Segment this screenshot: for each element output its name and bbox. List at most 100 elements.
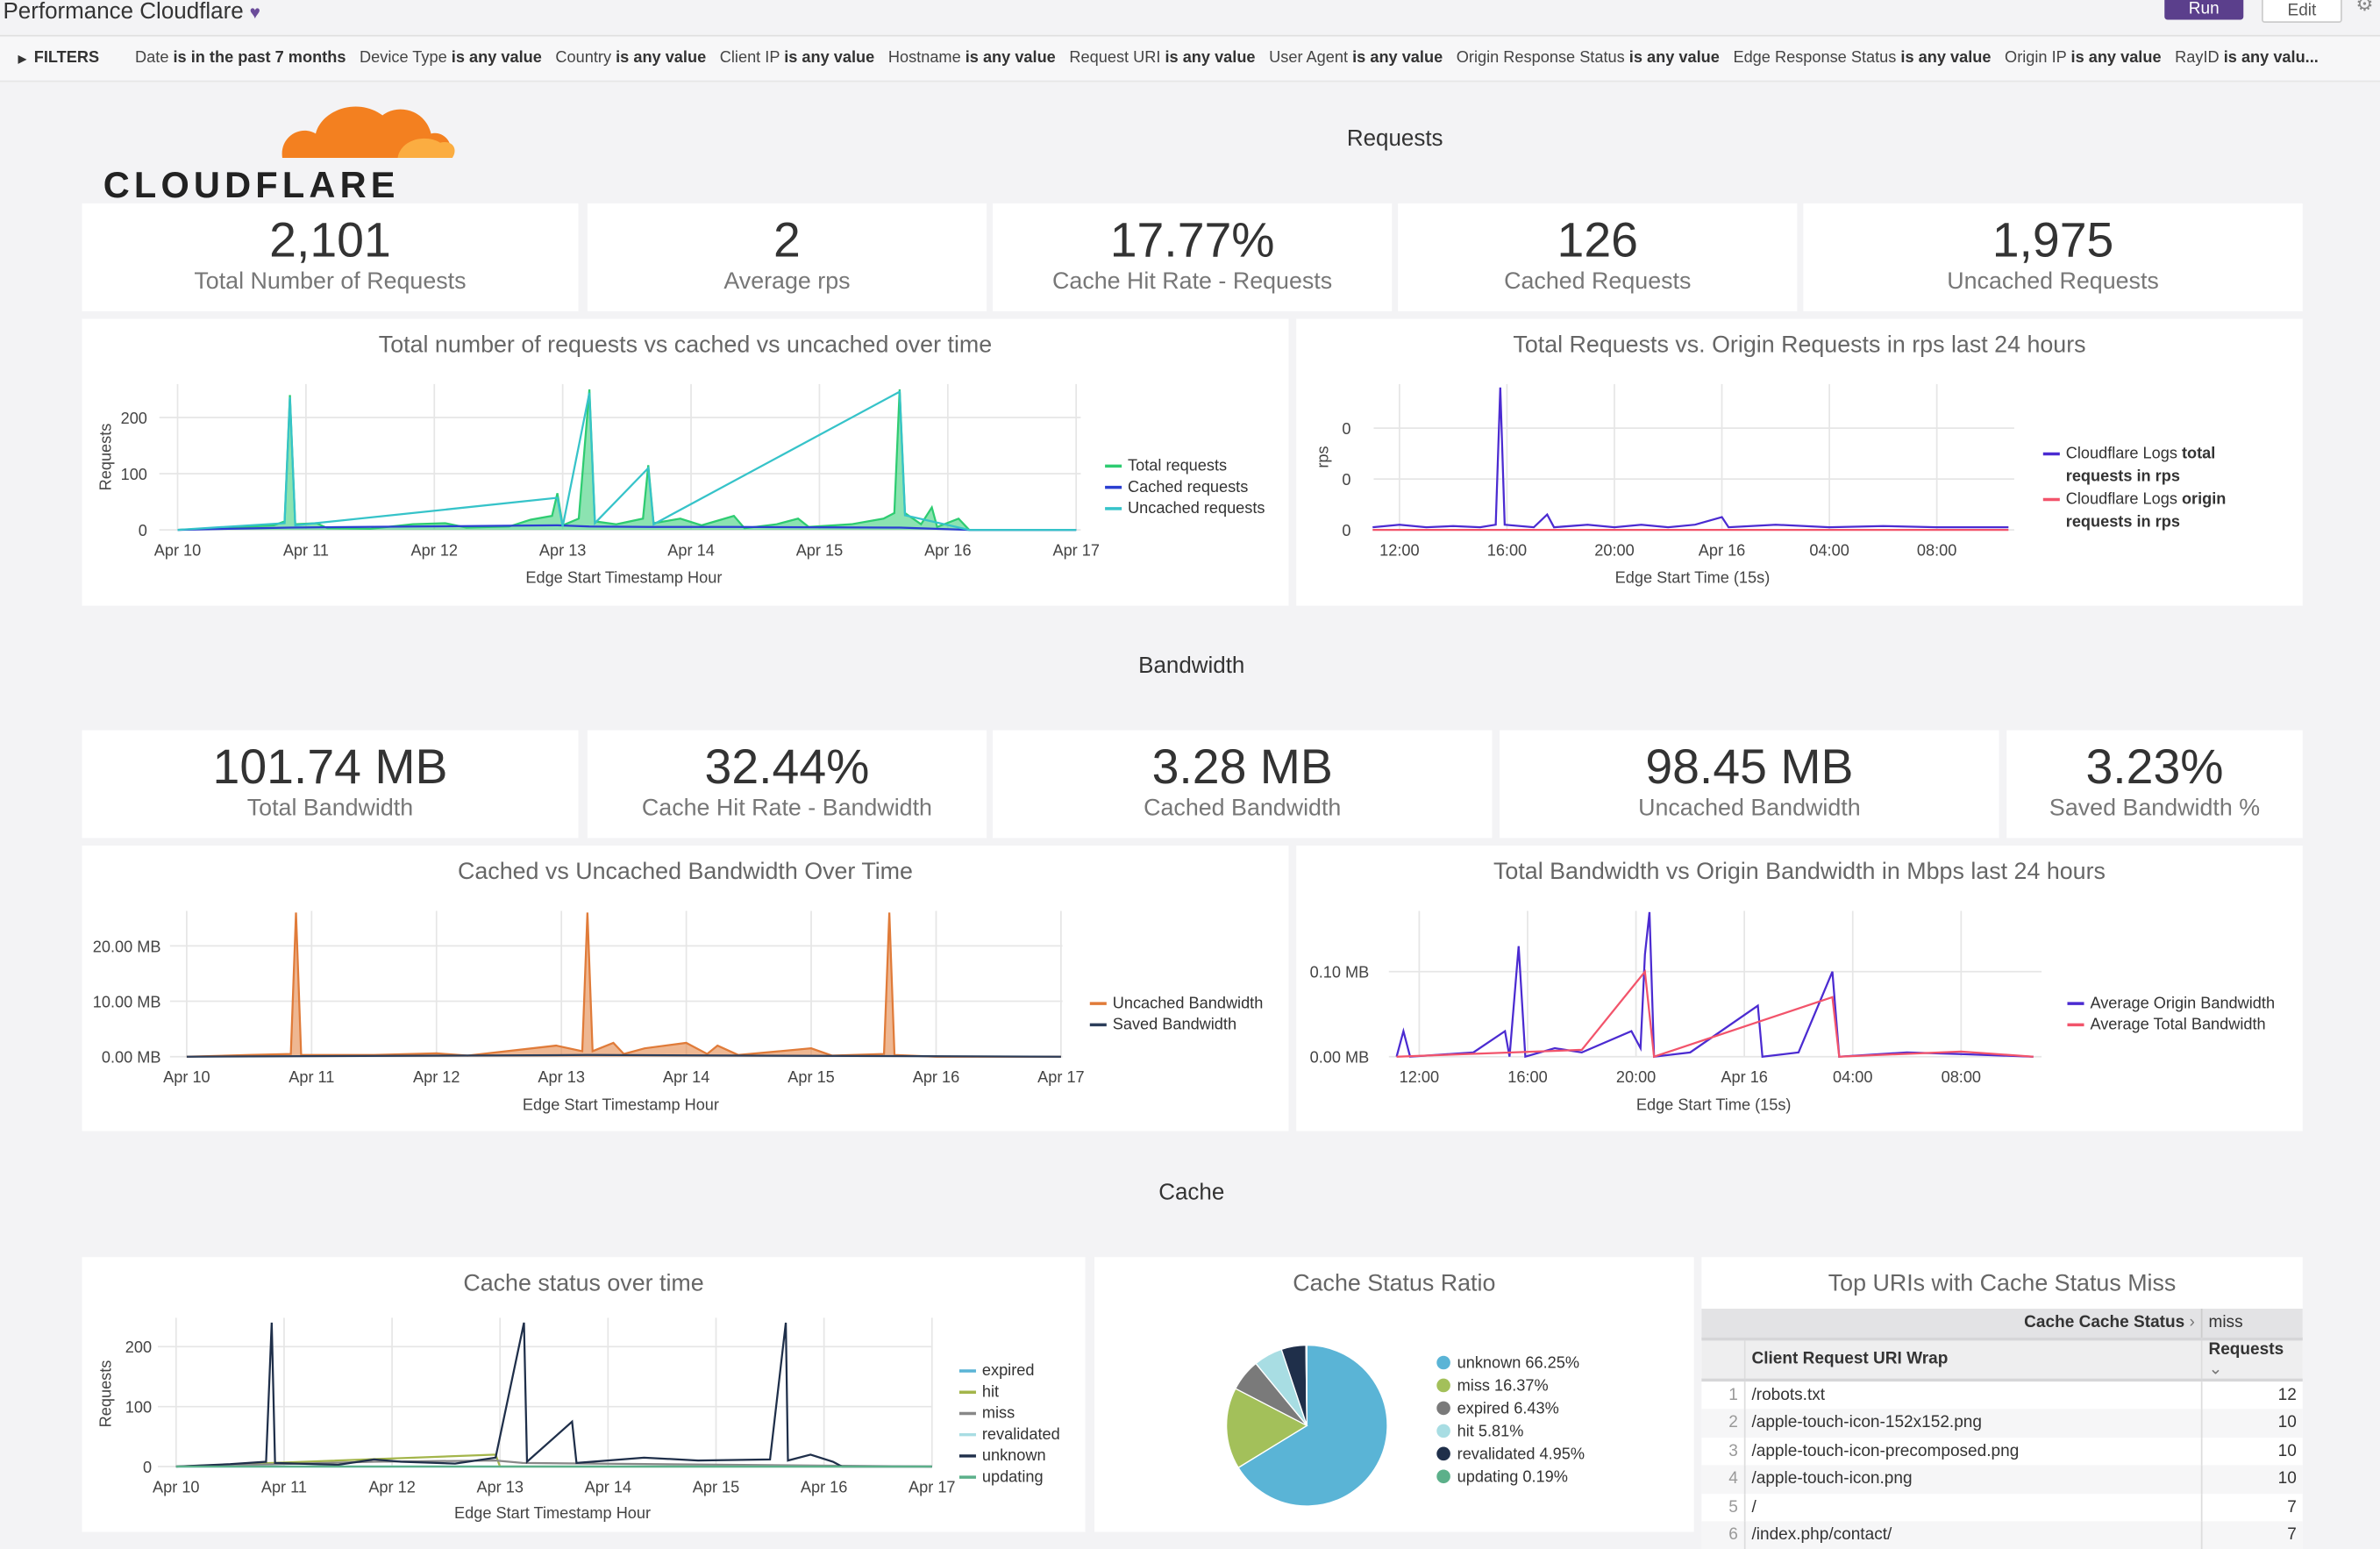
filter-op: is any value xyxy=(1900,48,1992,68)
filter-chip[interactable]: Origin IP is any value xyxy=(2005,48,2162,67)
uri-cell: /robots.txt xyxy=(1751,1385,1826,1404)
pivot-label[interactable]: Cache Cache Status › xyxy=(1701,1309,2202,1338)
kpi-label: Cache Hit Rate - Requests xyxy=(1052,268,1333,295)
panel-title: Cached vs Uncached Bandwidth Over Time xyxy=(458,859,913,886)
row-number: 6 xyxy=(1701,1521,1746,1549)
filter-op: is any value xyxy=(1628,48,1720,68)
table-row[interactable]: 6/index.php/contact/7 xyxy=(1701,1521,2303,1549)
row-number: 3 xyxy=(1701,1437,1746,1466)
kpi-cache-hit-rate-bandwidth: 32.44% Cache Hit Rate - Bandwidth xyxy=(587,730,987,839)
filter-chip[interactable]: Origin Response Status is any value xyxy=(1457,48,1720,67)
kpi-value: 17.77% xyxy=(1109,212,1275,268)
filters-label: FILTERS xyxy=(33,48,100,68)
top-bar: Performance Cloudflare ♥ Run Edit ⚙ xyxy=(0,0,2380,34)
kpi-uncached-bandwidth: 98.45 MB Uncached Bandwidth xyxy=(1500,730,1999,839)
kpi-label: Cache Hit Rate - Bandwidth xyxy=(641,795,932,822)
filter-field: Device Type xyxy=(360,48,447,68)
chevron-right-icon: › xyxy=(2189,1313,2195,1332)
edit-button[interactable]: Edit xyxy=(2262,0,2342,23)
kpi-value: 126 xyxy=(1557,212,1638,268)
filter-op: is any value xyxy=(1165,48,1256,68)
title-text: Performance Cloudflare xyxy=(3,0,244,25)
uri-cell: /index.php/contact/ xyxy=(1744,1521,2202,1549)
filter-field: Request URI xyxy=(1069,48,1161,68)
kpi-value: 2 xyxy=(773,212,801,268)
table-row[interactable]: 3/apple-touch-icon-precomposed.png 10 xyxy=(1701,1437,2303,1466)
panel-title: Top URIs with Cache Status Miss xyxy=(1828,1270,2177,1297)
kpi-value: 2,101 xyxy=(269,212,391,268)
filter-field: Hostname xyxy=(887,48,961,68)
kpi-value: 32.44% xyxy=(704,739,870,795)
panel-title: Total Bandwidth vs Origin Bandwidth in M… xyxy=(1493,859,2106,886)
filter-chip[interactable]: Date is in the past 7 months xyxy=(135,48,346,67)
filter-op: is any value xyxy=(965,48,1056,68)
row-number: 1 xyxy=(1701,1379,1746,1410)
run-button[interactable]: Run xyxy=(2164,0,2244,20)
filter-op: is in the past 7 months xyxy=(173,48,346,68)
kpi-label: Cached Requests xyxy=(1504,268,1692,295)
filter-field: Country xyxy=(555,48,612,68)
caret-right-icon: ▶ xyxy=(18,54,27,66)
filter-chip[interactable]: Country is any value xyxy=(555,48,706,67)
row-number: 2 xyxy=(1701,1409,1746,1438)
filters-bar[interactable]: ▶ FILTERS Date is in the past 7 months Dev… xyxy=(0,34,2380,82)
panel-bandwidth-over-time: Cached vs Uncached Bandwidth Over Time xyxy=(82,846,1289,1131)
column-header-requests-text: Requests xyxy=(2208,1339,2284,1359)
kpi-label: Total Number of Requests xyxy=(194,268,467,295)
panel-title: Total Requests vs. Origin Requests in rp… xyxy=(1513,332,2086,359)
filter-field: RayID xyxy=(2175,48,2220,68)
filter-chip[interactable]: RayID is any valu... xyxy=(2175,48,2319,67)
column-header-uri[interactable]: Client Request URI Wrap xyxy=(1744,1337,2202,1381)
panel-cache-status-over-time: Cache status over time xyxy=(82,1257,1086,1532)
panel-rps-last-24h: Total Requests vs. Origin Requests in rp… xyxy=(1296,318,2303,606)
filter-chip[interactable]: User Agent is any value xyxy=(1269,48,1443,67)
section-title-cache: Cache xyxy=(1158,1179,1225,1206)
pivot-value: miss xyxy=(2200,1309,2303,1338)
kpi-label: Uncached Bandwidth xyxy=(1638,795,1861,822)
filter-chip[interactable]: Edge Response Status is any value xyxy=(1733,48,1991,67)
requests-cell: 10 xyxy=(2200,1437,2303,1466)
heart-icon[interactable]: ♥ xyxy=(249,1,260,23)
kpi-total-requests: 2,101 Total Number of Requests xyxy=(82,203,579,311)
filter-field: Origin Response Status xyxy=(1456,48,1625,68)
column-header-requests[interactable]: Requests ⌄ xyxy=(2200,1337,2303,1381)
table-row[interactable]: 2/apple-touch-icon-152x152.png 10 xyxy=(1701,1409,2303,1438)
requests-cell: 12 xyxy=(2200,1379,2303,1410)
requests-cell: 7 xyxy=(2200,1521,2303,1549)
requests-cell: 10 xyxy=(2200,1465,2303,1494)
section-title-requests: Requests xyxy=(1346,125,1443,153)
kpi-cache-hit-rate-requests: 17.77% Cache Hit Rate - Requests xyxy=(993,203,1393,311)
row-number-header xyxy=(1701,1337,1746,1381)
kpi-cached-requests: 126 Cached Requests xyxy=(1398,203,1798,311)
filter-field: Edge Response Status xyxy=(1733,48,1897,68)
filter-field: Origin IP xyxy=(2005,48,2067,68)
row-number: 5 xyxy=(1701,1493,1746,1522)
uri-cell: /apple-touch-icon-precomposed.png xyxy=(1751,1441,2020,1460)
kpi-label: Uncached Requests xyxy=(1947,268,2159,295)
svg-text:CLOUDFLARE: CLOUDFLARE xyxy=(103,164,400,200)
table-row[interactable]: 5/ 7 xyxy=(1701,1493,2303,1522)
kpi-saved-bandwidth: 3.23% Saved Bandwidth % xyxy=(2006,730,2303,839)
filter-chip[interactable]: Client IP is any value xyxy=(720,48,874,67)
filter-op: is any value xyxy=(784,48,875,68)
kpi-value: 98.45 MB xyxy=(1645,739,1854,795)
pivot-header-row: Cache Cache Status › miss xyxy=(1701,1309,2303,1338)
panel-requests-over-time: Total number of requests vs cached vs un… xyxy=(82,318,1289,606)
table-row[interactable]: 1/robots.txt 12 xyxy=(1701,1379,2303,1410)
row-number: 4 xyxy=(1701,1465,1746,1494)
filter-chip[interactable]: Hostname is any value xyxy=(888,48,1056,67)
filter-chip[interactable]: Device Type is any value xyxy=(360,48,542,67)
gear-icon[interactable]: ⚙ xyxy=(2355,0,2374,16)
filter-chip[interactable]: Request URI is any value xyxy=(1069,48,1255,67)
pivot-label-text: Cache Cache Status xyxy=(2024,1313,2185,1332)
filter-op: is any value xyxy=(451,48,542,68)
kpi-value: 1,975 xyxy=(1992,212,2114,268)
table-row[interactable]: 4/apple-touch-icon.png 10 xyxy=(1701,1465,2303,1494)
filter-field: Client IP xyxy=(719,48,780,68)
kpi-value: 101.74 MB xyxy=(212,739,448,795)
filters-toggle[interactable]: ▶ FILTERS xyxy=(18,48,99,67)
panel-title: Cache Status Ratio xyxy=(1293,1270,1496,1297)
cloudflare-logo: CLOUDFLARE xyxy=(100,82,464,205)
kpi-label: Average rps xyxy=(723,268,851,295)
